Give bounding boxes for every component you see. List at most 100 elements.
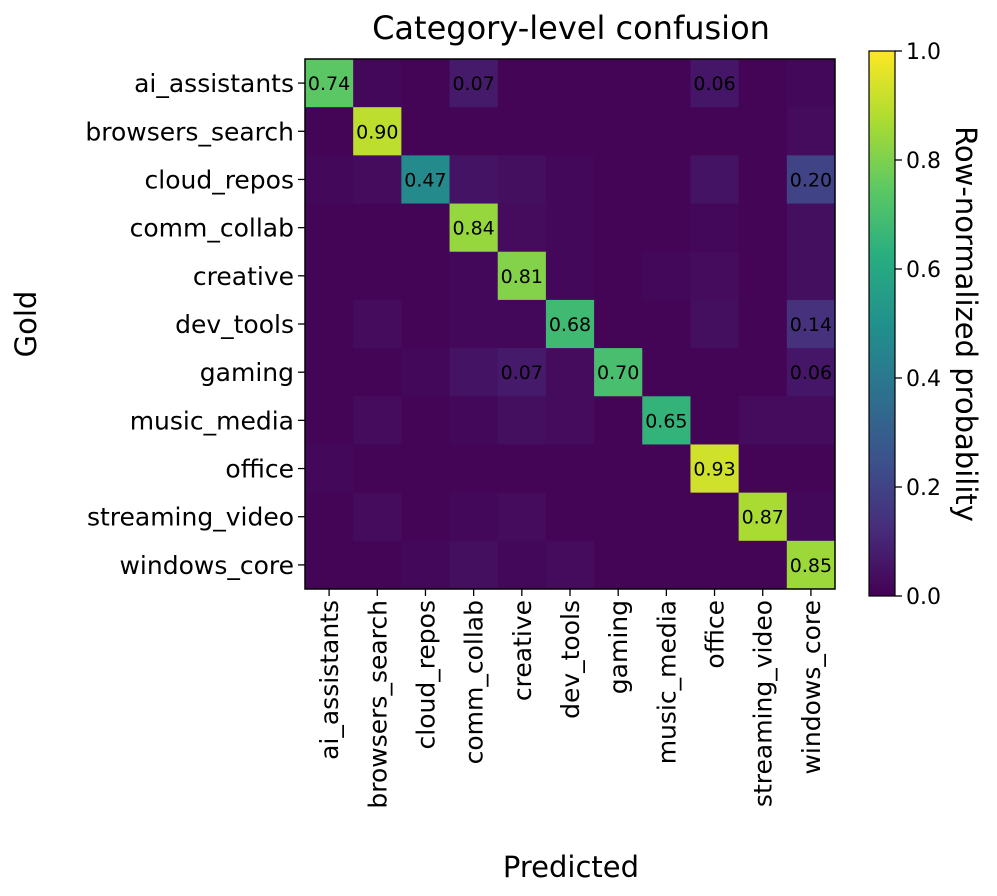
y-axis-ticks: ai_assistants browsers_search cloud_reposc… <box>85 69 305 580</box>
heatmap-cell <box>786 396 836 445</box>
heatmap-cell <box>738 155 788 205</box>
heatmap-cell <box>594 203 643 253</box>
chart-title: Category-level confusion <box>372 9 770 47</box>
heatmap-cell <box>690 299 740 349</box>
heatmap-cell <box>642 444 691 494</box>
heatmap-cell <box>401 444 451 494</box>
heatmap-cell <box>786 540 836 590</box>
heatmap-cell <box>594 59 643 108</box>
x-axis-ticks: ai_assistants browsers_search cloud_repos c… <box>315 589 826 809</box>
heatmap-cell <box>449 348 499 397</box>
heatmap-cell <box>738 492 788 542</box>
heatmap-cell <box>497 348 547 397</box>
colorbar-tick-label: 0.8 <box>906 149 941 174</box>
heatmap-cell <box>642 540 691 590</box>
x-tick-label: office <box>701 600 730 669</box>
heatmap-cell <box>545 59 595 108</box>
heatmap-cell <box>497 396 547 445</box>
cell-value-label: 0.84 <box>452 218 494 240</box>
heatmap-cell <box>642 251 691 301</box>
heatmap-cell <box>545 540 595 590</box>
heatmap-cell <box>497 444 547 494</box>
heatmap-cell <box>353 203 402 253</box>
heatmap-cell <box>401 299 451 349</box>
heatmap-cell <box>690 59 740 108</box>
heatmap-cell <box>690 444 740 494</box>
heatmap-cell <box>594 348 643 397</box>
cell-value-label: 0.87 <box>742 507 784 529</box>
heatmap-cell <box>545 251 595 301</box>
heatmap-cell <box>738 299 788 349</box>
heatmap-cell <box>786 492 836 542</box>
cell-value-label: 0.74 <box>308 73 350 95</box>
heatmap-cell <box>594 299 643 349</box>
heatmap-cell <box>545 299 595 349</box>
heatmap-cell <box>738 59 788 108</box>
heatmap-cell <box>786 348 836 397</box>
heatmap-cell <box>786 59 836 108</box>
cell-value-label: 0.47 <box>404 169 446 191</box>
colorbar-tick-label: 0.0 <box>906 585 941 610</box>
heatmap-cell <box>642 348 691 397</box>
heatmap-cell <box>497 155 547 205</box>
heatmap-cell <box>690 396 740 445</box>
colorbar <box>869 51 895 596</box>
colorbar-tick-label: 0.6 <box>906 258 941 283</box>
heatmap-cell <box>497 251 547 301</box>
heatmap-cell <box>738 540 788 590</box>
x-tick-label: music_media <box>652 600 681 764</box>
heatmap-cell <box>401 396 451 445</box>
heatmap-cell <box>786 251 836 301</box>
x-tick-label: ai_assistants <box>315 600 344 760</box>
heatmap-cell <box>642 155 691 205</box>
heatmap-cell <box>786 444 836 494</box>
cell-annotations: 0.74 0.07 0.06 0.90 0.47 0.20 0.84 0.81 0.68 0.14… <box>308 73 832 577</box>
y-tick-label: cloud_repos <box>145 165 295 194</box>
heatmap-cell <box>545 203 595 253</box>
cell-value-label: 0.65 <box>645 410 687 432</box>
heatmap-cell <box>738 444 788 494</box>
heatmap-cell <box>738 107 788 156</box>
heatmap-cell <box>545 396 595 445</box>
heatmap-cell <box>690 540 740 590</box>
heatmap-cell <box>690 155 740 205</box>
heatmap-cell <box>786 155 836 205</box>
heatmap-cell <box>353 348 402 397</box>
x-tick-label: browsers_search <box>363 600 392 809</box>
y-tick-label: ai_assistants <box>134 69 294 98</box>
y-axis-label: Gold <box>9 291 43 358</box>
y-tick-label: music_media <box>130 406 294 435</box>
x-tick-label: cloud_repos <box>411 600 440 750</box>
heatmap-cell <box>305 444 354 494</box>
heatmap-cell <box>545 107 595 156</box>
heatmap-cell <box>594 396 643 445</box>
heatmap-cell <box>305 251 354 301</box>
heatmap-cell <box>305 59 354 108</box>
cell-value-label: 0.90 <box>356 121 398 143</box>
x-tick-label: windows_core <box>797 600 826 775</box>
x-tick-label: creative <box>508 600 537 701</box>
cell-value-label: 0.81 <box>501 266 543 288</box>
heatmap-cell <box>401 540 451 590</box>
heatmap-cell <box>642 492 691 542</box>
heatmap-cell <box>401 251 451 301</box>
x-tick-label: gaming <box>604 600 633 694</box>
heatmap-cell <box>594 251 643 301</box>
cell-value-label: 0.07 <box>452 73 494 95</box>
heatmap-cell <box>449 444 499 494</box>
colorbar-label: Row-normalized probability <box>949 126 983 522</box>
heatmap-cell <box>497 299 547 349</box>
colorbar-tick-label: 0.2 <box>906 476 941 501</box>
x-axis-label: Predicted <box>503 850 639 884</box>
heatmap-cell <box>449 203 499 253</box>
heatmap-cell <box>449 155 499 205</box>
heatmap-cell <box>545 155 595 205</box>
heatmap-cell <box>353 155 402 205</box>
y-tick-label: dev_tools <box>175 310 294 339</box>
heatmap-cell <box>305 540 354 590</box>
y-tick-label: windows_core <box>119 551 294 580</box>
cell-value-label: 0.07 <box>501 362 543 384</box>
colorbar-ticks: 0.0 0.2 0.4 0.6 0.8 1.0 <box>895 40 941 610</box>
heatmap-cell <box>449 107 499 156</box>
